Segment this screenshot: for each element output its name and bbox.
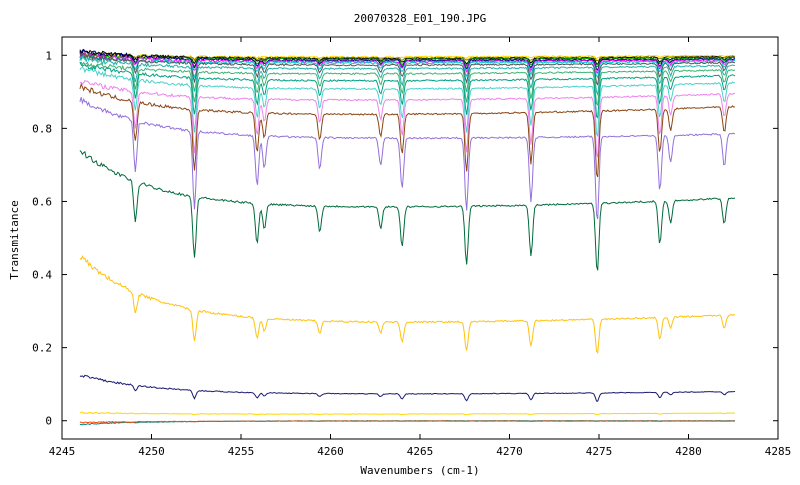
x-tick-label: 4260 (317, 445, 344, 458)
x-tick-label: 4285 (765, 445, 792, 458)
x-axis-ticks: 4245 4250 4255 4260 4265 4270 4275 4280 4285 (49, 37, 792, 458)
series-line (79, 52, 736, 86)
series-line (79, 61, 736, 107)
series-line (79, 51, 736, 74)
x-axis-label: Wavenumbers (cm-1) (360, 464, 479, 477)
x-tick-label: 4245 (49, 445, 76, 458)
series-line (79, 83, 736, 178)
y-tick-label: 0.6 (32, 195, 52, 208)
series-line (79, 61, 736, 119)
x-tick-label: 4270 (496, 445, 523, 458)
y-tick-label: 1 (45, 49, 52, 62)
chart-title: 20070328_E01_190.JPG (354, 12, 486, 25)
y-tick-label: 0.4 (32, 269, 52, 282)
series-line (79, 420, 736, 424)
x-tick-label: 4255 (228, 445, 255, 458)
series-line (79, 54, 735, 79)
series-line (79, 374, 736, 402)
y-tick-label: 0.2 (32, 342, 52, 355)
series-line (79, 255, 735, 354)
series-line (79, 150, 736, 271)
series-lines (79, 48, 736, 426)
series-line (79, 55, 736, 97)
y-tick-label: 0.8 (32, 122, 52, 135)
series-line (79, 80, 735, 158)
y-axis-ticks: 0 0.2 0.4 0.6 0.8 1 (32, 49, 778, 428)
y-axis-label: Transmitance (8, 200, 21, 279)
series-line (79, 67, 736, 138)
x-tick-label: 4265 (407, 445, 434, 458)
x-tick-label: 4275 (586, 445, 613, 458)
series-line (79, 97, 736, 220)
x-tick-label: 4250 (138, 445, 165, 458)
y-tick-label: 0 (45, 415, 52, 428)
series-line (79, 411, 736, 416)
x-tick-label: 4280 (675, 445, 702, 458)
plot-frame (61, 36, 779, 440)
